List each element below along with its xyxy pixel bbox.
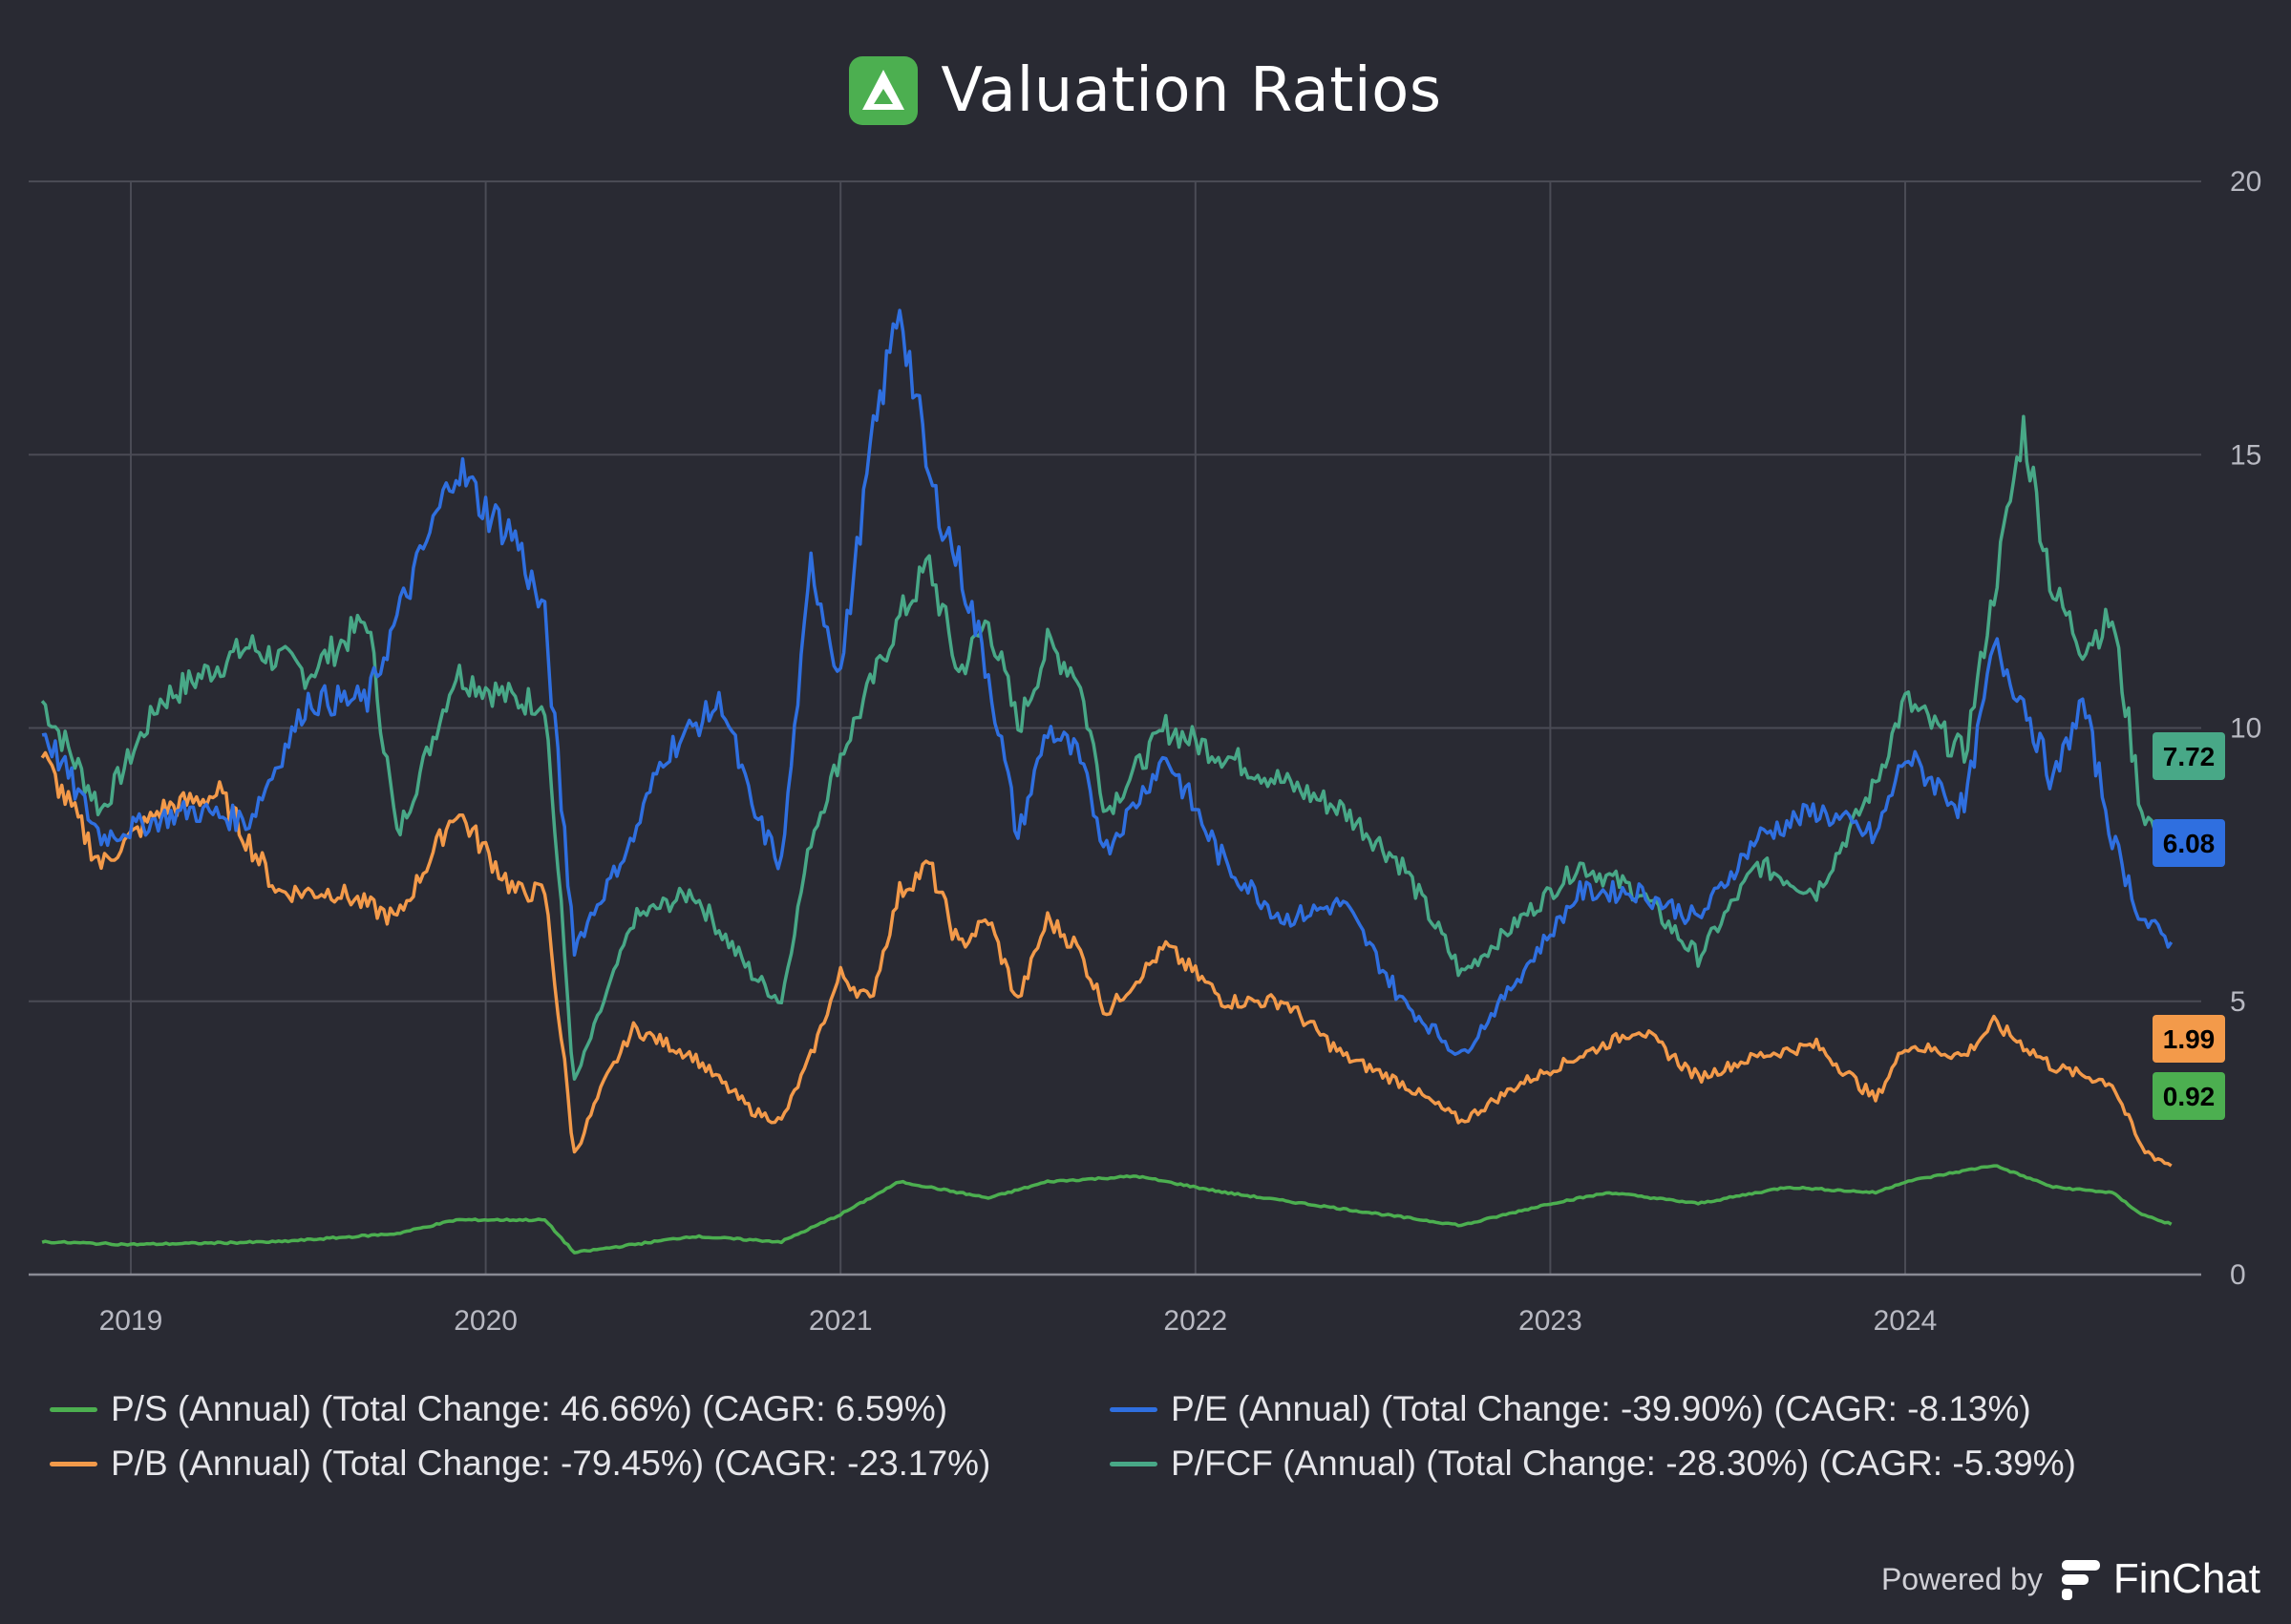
legend-swatch xyxy=(50,1461,97,1466)
value-badge-text: 6.08 xyxy=(2163,829,2216,858)
legend-item-ps[interactable]: P/S (Annual) (Total Change: 46.66%) (CAG… xyxy=(50,1389,947,1429)
value-badge-text: 1.99 xyxy=(2163,1024,2216,1054)
x-tick-label: 2019 xyxy=(99,1305,163,1337)
x-tick-label: 2023 xyxy=(1518,1305,1582,1337)
legend-label: P/E (Annual) (Total Change: -39.90%) (CA… xyxy=(1171,1389,2031,1428)
x-tick-label: 2022 xyxy=(1163,1305,1227,1337)
chart-header: Valuation Ratios xyxy=(0,48,2291,134)
value-badge-text: 7.72 xyxy=(2163,742,2216,771)
powered-by-text: Powered by xyxy=(1880,1561,2043,1596)
series-line xyxy=(41,308,2174,1056)
series-line xyxy=(41,1164,2173,1255)
x-tick-label: 2024 xyxy=(1874,1305,1938,1337)
legend-label: P/FCF (Annual) (Total Change: -28.30%) (… xyxy=(1171,1444,2076,1483)
line-chart: 0 5 10 15 20 2019 2020 2021 2022 2023 2024 7.72 6.0… xyxy=(29,166,2261,1337)
y-tick-label: 15 xyxy=(2230,439,2261,471)
legend-swatch xyxy=(50,1406,97,1412)
y-tick-label: 20 xyxy=(2230,166,2261,198)
grid xyxy=(29,180,2201,1275)
value-badge: 0.92 xyxy=(2153,1072,2225,1120)
chart-title: Valuation Ratios xyxy=(941,55,1442,126)
axes: 0 5 10 15 20 2019 2020 2021 2022 2023 2024 xyxy=(29,166,2261,1337)
legend-swatch xyxy=(1110,1406,1157,1412)
value-badge-text: 0.92 xyxy=(2163,1082,2216,1111)
y-tick-label: 10 xyxy=(2230,713,2261,745)
legend-item-pe[interactable]: P/E (Annual) (Total Change: -39.90%) (CA… xyxy=(1110,1389,2031,1429)
x-tick-label: 2021 xyxy=(809,1305,873,1337)
series-line xyxy=(40,414,2174,1081)
finchat-brand: FinChat xyxy=(2112,1555,2260,1602)
finchat-triangle-icon xyxy=(849,56,919,125)
series-line xyxy=(40,750,2173,1168)
value-badge: 1.99 xyxy=(2153,1015,2225,1063)
y-tick-label: 0 xyxy=(2230,1259,2246,1291)
series-lines xyxy=(40,308,2174,1255)
value-badge: 6.08 xyxy=(2153,819,2225,867)
value-badge: 7.72 xyxy=(2153,732,2225,780)
powered-by[interactable]: Powered by FinChat xyxy=(1881,1555,2260,1603)
y-tick-label: 5 xyxy=(2230,986,2246,1018)
legend-item-pb[interactable]: P/B (Annual) (Total Change: -79.45%) (CA… xyxy=(50,1444,990,1484)
legend-label: P/B (Annual) (Total Change: -79.45%) (CA… xyxy=(111,1444,991,1483)
value-labels: 7.72 6.08 1.99 0.92 xyxy=(2153,732,2225,1120)
legend-label: P/S (Annual) (Total Change: 46.66%) (CAG… xyxy=(111,1389,948,1428)
legend-swatch xyxy=(1110,1461,1157,1466)
x-tick-label: 2020 xyxy=(454,1305,518,1337)
finchat-f-icon xyxy=(2061,1560,2100,1600)
legend-item-pfcf[interactable]: P/FCF (Annual) (Total Change: -28.30%) (… xyxy=(1110,1444,2076,1484)
